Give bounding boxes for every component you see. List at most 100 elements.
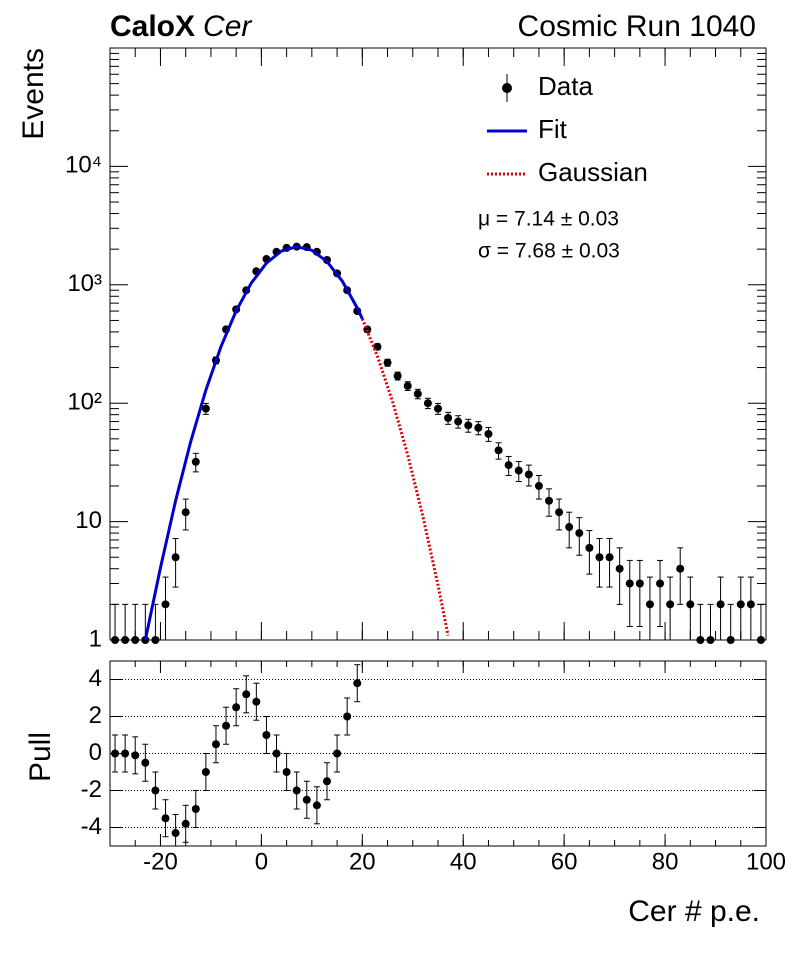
data-point: [222, 721, 231, 730]
data-point: [726, 636, 735, 644]
data-point: [605, 553, 614, 562]
y-tick-label: 10: [75, 507, 102, 534]
y-tick-label: 1: [89, 625, 102, 652]
data-point: [252, 697, 261, 706]
data-point: [272, 749, 281, 758]
data-point: [454, 417, 463, 426]
data-point: [232, 703, 241, 712]
data-point: [191, 805, 200, 813]
title-italic: Cer: [203, 10, 252, 43]
data-point: [161, 814, 170, 823]
data-point: [201, 768, 210, 776]
data-point: [423, 399, 432, 408]
annotation: μ = 7.14 ± 0.03: [478, 208, 619, 231]
data-point: [615, 564, 624, 573]
data-point: [555, 508, 564, 517]
data-point: [131, 636, 140, 644]
fit-line: [360, 318, 450, 636]
data-point: [736, 600, 745, 609]
data-point: [191, 457, 200, 466]
plot-frame: [109, 47, 767, 641]
data-point: [111, 749, 120, 758]
legend-label: Data: [538, 71, 593, 101]
data-point: [302, 795, 311, 804]
annotation: σ = 7.68 ± 0.03: [478, 240, 620, 263]
data-point: [111, 636, 120, 644]
data-point: [625, 579, 634, 588]
y-tick-label: 2: [89, 702, 102, 729]
x-tick-label: 60: [551, 848, 578, 875]
data-point: [171, 553, 180, 562]
data-point: [262, 731, 271, 739]
data-point: [696, 636, 705, 644]
data-point: [716, 600, 725, 609]
data-point: [686, 600, 695, 609]
data-point: [151, 636, 160, 644]
pull-axis-title: Pull: [24, 732, 57, 782]
y-tick-label: 4: [89, 665, 102, 692]
legend-marker: [502, 83, 512, 93]
data-point: [645, 600, 654, 609]
run-label: Cosmic Run 1040: [518, 10, 756, 43]
data-point: [343, 712, 352, 721]
data-point: [524, 470, 533, 479]
data-point: [484, 429, 493, 438]
data-point: [444, 413, 453, 422]
data-point: [383, 358, 392, 367]
x-tick-label: 40: [450, 848, 477, 875]
y-tick-label: 10⁴: [65, 152, 102, 179]
data-point: [282, 768, 291, 776]
data-point: [756, 636, 765, 644]
data-point: [121, 636, 130, 644]
data-point: [494, 446, 503, 455]
data-point: [181, 508, 190, 517]
data-point: [333, 749, 342, 758]
x-tick-label: 20: [349, 848, 376, 875]
data-point: [585, 543, 594, 552]
data-point: [121, 749, 130, 758]
data-point: [666, 600, 675, 609]
y-tick-label: -2: [81, 776, 102, 803]
data-point: [464, 421, 473, 430]
data-point: [201, 404, 210, 413]
title: CaloX: [110, 10, 195, 43]
data-point: [393, 371, 402, 380]
data-point: [706, 636, 715, 644]
data-point: [413, 389, 422, 398]
data-point: [151, 786, 160, 795]
y-axis-title: Events: [17, 48, 50, 140]
data-point: [181, 819, 190, 828]
data-point: [595, 553, 604, 562]
legend-label: Fit: [538, 114, 568, 144]
data-point: [242, 690, 251, 699]
y-tick-label: 0: [89, 739, 102, 766]
x-tick-label: -20: [143, 848, 178, 875]
data-point: [545, 496, 554, 505]
data-point: [635, 579, 644, 588]
data-point: [504, 461, 513, 470]
y-tick-label: -4: [81, 813, 102, 840]
x-tick-label: 0: [255, 848, 268, 875]
data-point: [322, 777, 331, 786]
y-tick-label: 10²: [67, 389, 102, 416]
data-point: [565, 523, 574, 532]
data-point: [534, 481, 543, 490]
y-tick-label: 10³: [67, 270, 102, 297]
data-point: [292, 786, 301, 795]
data-point: [131, 751, 140, 760]
x-tick-label: 100: [746, 848, 786, 875]
data-point: [171, 829, 180, 838]
legend-label: Gaussian: [538, 157, 648, 187]
data-point: [575, 529, 584, 538]
data-point: [161, 600, 170, 609]
data-point: [211, 740, 220, 749]
data-point: [514, 466, 523, 475]
data-point: [474, 423, 483, 432]
fit-line: [143, 245, 364, 641]
data-point: [353, 679, 362, 688]
data-point: [312, 801, 321, 810]
data-point: [676, 564, 685, 573]
data-point: [141, 758, 150, 767]
x-tick-label: 80: [652, 848, 679, 875]
